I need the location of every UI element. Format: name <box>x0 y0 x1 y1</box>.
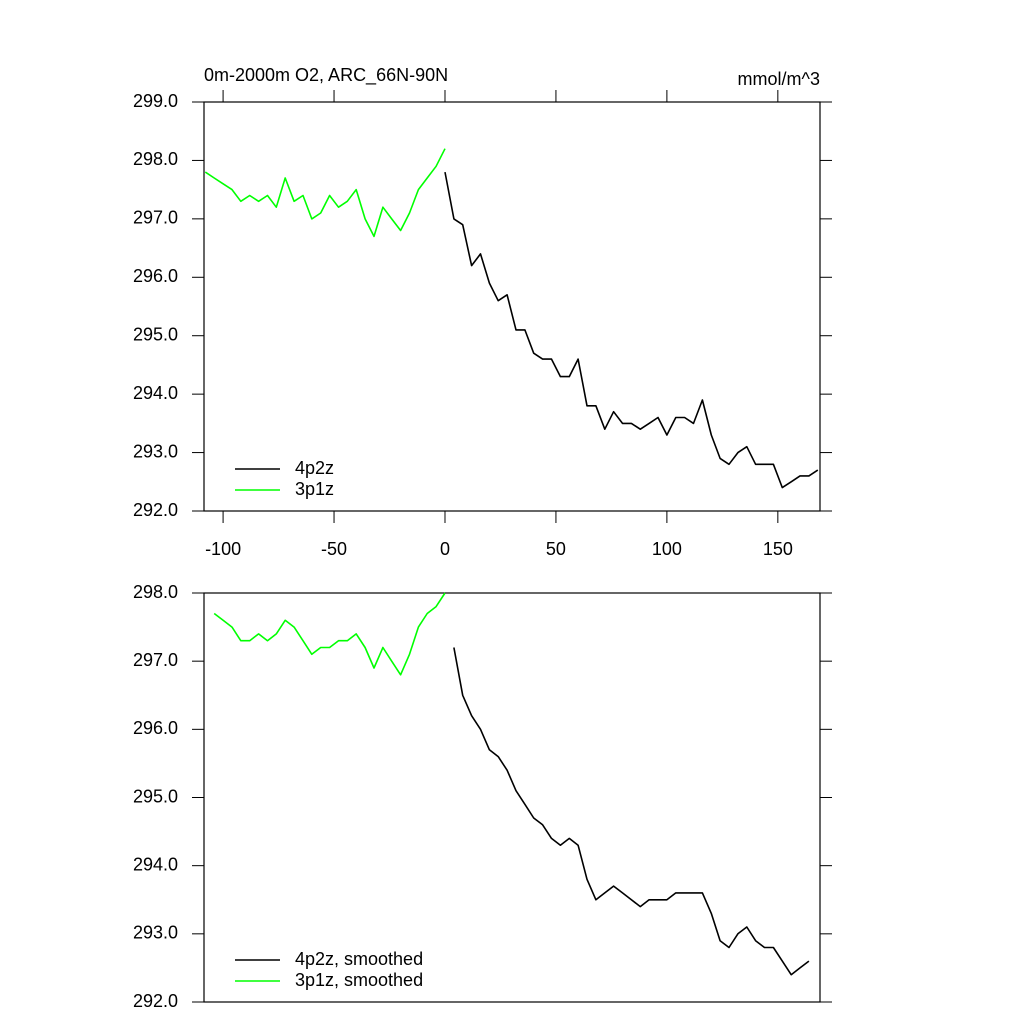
series-line <box>204 148 446 238</box>
y-tick-label: 299.0 <box>133 91 178 111</box>
legend-label: 3p1z, smoothed <box>295 970 423 990</box>
y-tick-label: 295.0 <box>133 324 178 344</box>
y-tick-label: 295.0 <box>133 786 178 806</box>
x-tick-label: 150 <box>763 539 793 559</box>
legend-label: 4p2z, smoothed <box>295 949 423 969</box>
legend-label: 4p2z <box>295 458 334 478</box>
x-tick-label: -50 <box>321 539 347 559</box>
series-line <box>444 171 819 489</box>
x-tick-label: 0 <box>440 539 450 559</box>
y-tick-label: 297.0 <box>133 650 178 670</box>
y-tick-label: 293.0 <box>133 923 178 943</box>
y-tick-label: 297.0 <box>133 208 178 228</box>
x-tick-label: 100 <box>652 539 682 559</box>
plot-frame <box>203 592 821 1003</box>
y-tick-label: 298.0 <box>133 582 178 602</box>
y-tick-label: 292.0 <box>133 500 178 520</box>
y-tick-label: 293.0 <box>133 441 178 461</box>
y-tick-label: 296.0 <box>133 266 178 286</box>
y-tick-label: 296.0 <box>133 718 178 738</box>
x-tick-label: 50 <box>546 539 566 559</box>
chart-title: 0m-2000m O2, ARC_66N-90N <box>204 65 448 86</box>
series-line <box>213 592 446 676</box>
plot-frame <box>203 101 821 512</box>
x-tick-label: -100 <box>205 539 241 559</box>
y-tick-label: 294.0 <box>133 854 178 874</box>
series-line <box>453 647 810 976</box>
legend-label: 3p1z <box>295 479 334 499</box>
units-label: mmol/m^3 <box>738 69 820 89</box>
y-tick-label: 292.0 <box>133 991 178 1011</box>
y-tick-label: 294.0 <box>133 383 178 403</box>
y-tick-label: 298.0 <box>133 149 178 169</box>
